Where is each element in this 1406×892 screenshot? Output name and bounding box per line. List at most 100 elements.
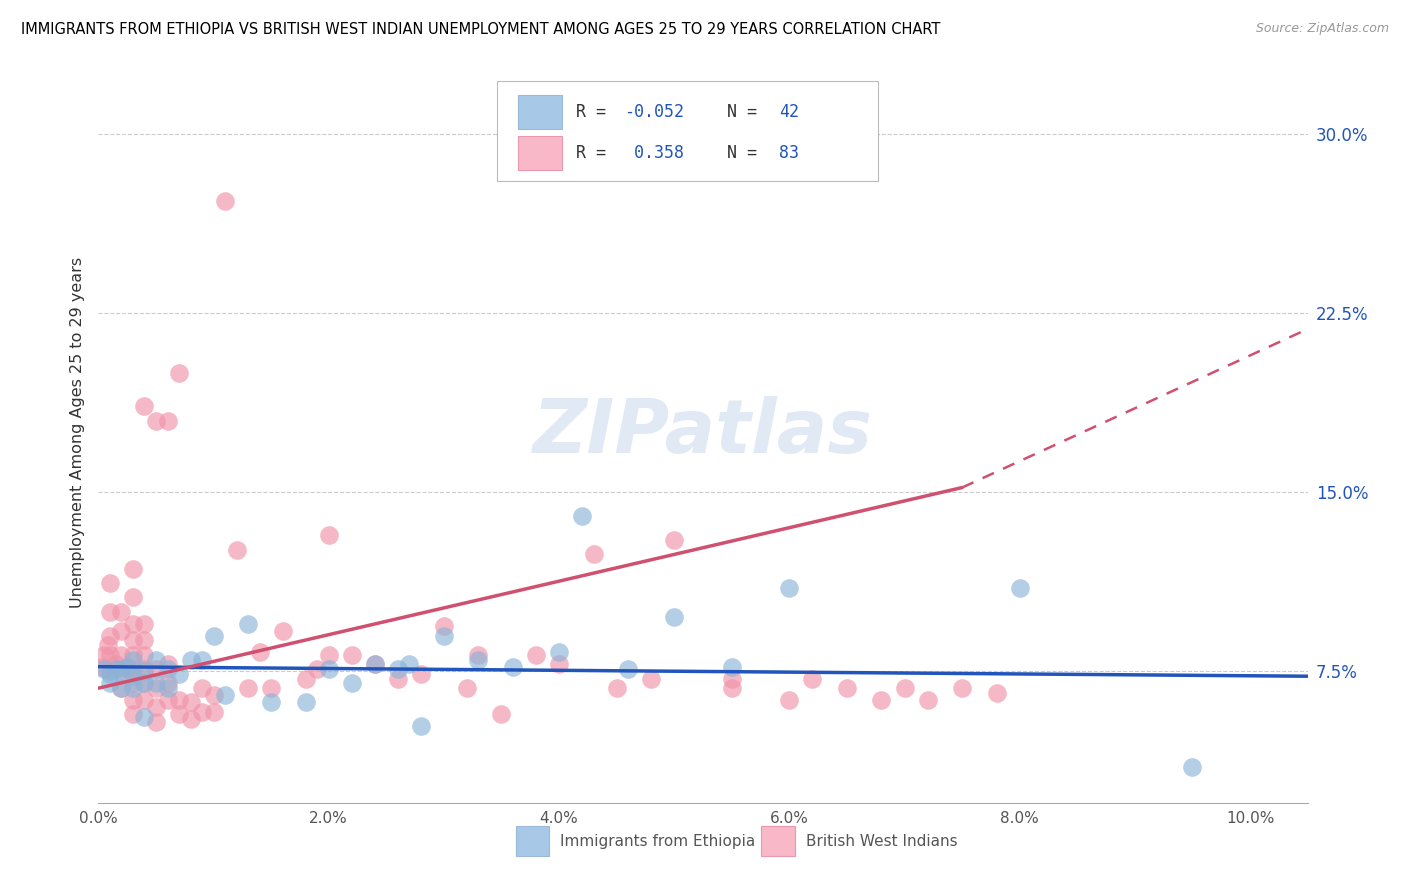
Point — [307, 662, 329, 676]
Point — [260, 681, 283, 695]
Point — [720, 672, 742, 686]
Point — [98, 666, 121, 681]
Point — [202, 705, 225, 719]
Point — [778, 693, 800, 707]
Point — [180, 696, 202, 710]
Point — [180, 652, 202, 666]
Text: Source: ZipAtlas.com: Source: ZipAtlas.com — [1256, 22, 1389, 36]
Text: IMMIGRANTS FROM ETHIOPIA VS BRITISH WEST INDIAN UNEMPLOYMENT AMONG AGES 25 TO 29: IMMIGRANTS FROM ETHIOPIA VS BRITISH WEST… — [21, 22, 941, 37]
Point — [294, 696, 316, 710]
Point — [98, 605, 121, 619]
Text: 83: 83 — [779, 144, 799, 161]
Point — [548, 645, 571, 659]
Point — [122, 662, 145, 676]
Point — [387, 662, 409, 676]
Point — [98, 676, 121, 690]
Point — [122, 707, 145, 722]
Point — [640, 672, 662, 686]
Point — [145, 652, 167, 666]
Point — [524, 648, 547, 662]
Point — [156, 657, 179, 672]
Point — [664, 609, 686, 624]
Point — [318, 648, 340, 662]
Point — [398, 657, 420, 672]
Point — [720, 659, 742, 673]
Point — [1008, 581, 1031, 595]
Point — [202, 689, 225, 703]
Point — [548, 657, 571, 672]
Point — [122, 681, 145, 695]
Point — [191, 705, 214, 719]
Point — [318, 662, 340, 676]
Point — [214, 689, 236, 703]
FancyBboxPatch shape — [761, 827, 794, 856]
Point — [98, 665, 121, 679]
Point — [110, 665, 132, 679]
Point — [134, 633, 156, 648]
Point — [364, 657, 387, 672]
Point — [167, 707, 190, 722]
Point — [664, 533, 686, 547]
Point — [110, 648, 132, 662]
Text: R =: R = — [576, 103, 616, 121]
Point — [409, 666, 432, 681]
Point — [122, 676, 145, 690]
Point — [387, 672, 409, 686]
Point — [115, 659, 138, 673]
Point — [156, 662, 179, 676]
Point — [134, 676, 156, 690]
Point — [145, 414, 167, 428]
Point — [409, 719, 432, 733]
Point — [104, 657, 127, 672]
Point — [340, 676, 363, 690]
Point — [145, 700, 167, 714]
Y-axis label: Unemployment Among Ages 25 to 29 years: Unemployment Among Ages 25 to 29 years — [69, 257, 84, 608]
Point — [249, 645, 271, 659]
FancyBboxPatch shape — [498, 81, 879, 181]
Point — [606, 681, 628, 695]
Point — [893, 681, 915, 695]
Point — [318, 528, 340, 542]
Point — [134, 648, 156, 662]
Point — [870, 693, 893, 707]
Point — [180, 712, 202, 726]
Point — [134, 400, 156, 414]
Point — [801, 672, 824, 686]
Point — [467, 648, 489, 662]
Point — [156, 681, 179, 695]
FancyBboxPatch shape — [517, 95, 561, 129]
Text: -0.052: -0.052 — [624, 103, 685, 121]
Point — [93, 662, 115, 676]
Point — [134, 616, 156, 631]
Point — [110, 624, 132, 638]
Point — [191, 681, 214, 695]
Point — [90, 659, 112, 673]
Point — [145, 681, 167, 695]
Point — [1181, 760, 1204, 774]
Point — [134, 710, 156, 724]
Point — [122, 693, 145, 707]
Point — [122, 669, 145, 683]
Point — [294, 672, 316, 686]
Point — [110, 605, 132, 619]
Point — [617, 662, 640, 676]
Point — [225, 542, 247, 557]
Point — [145, 676, 167, 690]
Text: ZIPatlas: ZIPatlas — [533, 396, 873, 469]
Point — [167, 693, 190, 707]
Point — [104, 662, 127, 676]
Point — [433, 619, 456, 633]
Point — [456, 681, 478, 695]
Point — [202, 629, 225, 643]
Point — [110, 681, 132, 695]
Point — [156, 414, 179, 428]
Point — [156, 676, 179, 690]
Point — [98, 629, 121, 643]
Point — [98, 576, 121, 591]
Point — [214, 194, 236, 208]
Point — [835, 681, 858, 695]
Point — [134, 665, 156, 679]
Point — [778, 581, 800, 595]
Text: 0.358: 0.358 — [624, 144, 685, 161]
Point — [98, 648, 121, 662]
